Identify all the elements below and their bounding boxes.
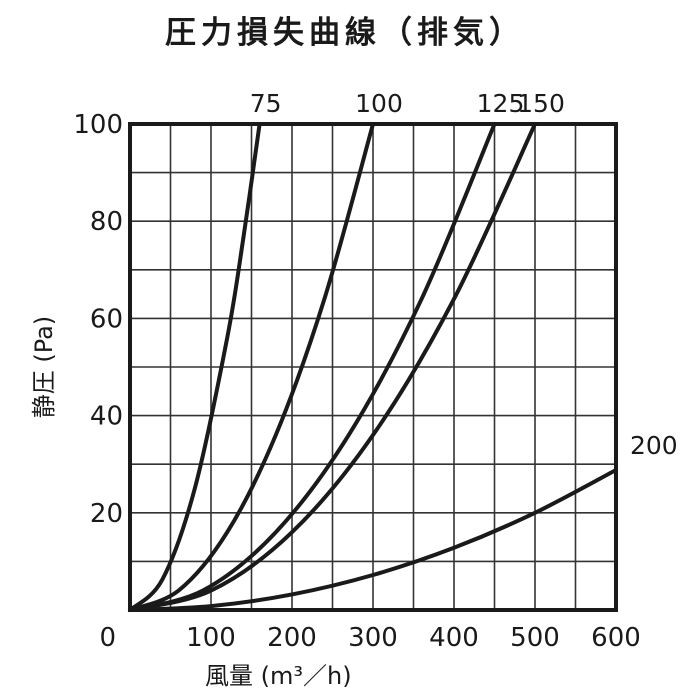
- x-tick-label: 0: [99, 623, 116, 653]
- x-tick-label: 400: [429, 623, 479, 653]
- grid-lines: [130, 124, 616, 610]
- y-tick-label: 40: [90, 402, 123, 432]
- y-tick-label: 20: [90, 499, 123, 529]
- x-tick-label: 600: [591, 623, 641, 653]
- series-line-100: [128, 122, 375, 612]
- series-lines: [128, 122, 618, 612]
- series-line-125: [128, 122, 497, 612]
- y-tick-label: 80: [90, 207, 123, 237]
- x-tick-label: 500: [510, 623, 560, 653]
- series-line-75: [128, 122, 262, 612]
- series-label-75: 75: [250, 89, 282, 118]
- x-axis-label: 風量 (m³／h): [205, 662, 352, 690]
- series-label-200: 200: [630, 431, 678, 460]
- x-tick-label: 100: [186, 623, 236, 653]
- chart-title: 圧力損失曲線（排気）: [165, 15, 525, 51]
- y-axis-label: 静圧 (Pa): [30, 316, 58, 418]
- x-tick-label: 300: [348, 623, 398, 653]
- tick-labels: 0 100 200 300 400 500 600 20 40 60 80 100: [73, 110, 640, 653]
- series-line-200: [128, 468, 618, 612]
- series-label-100: 100: [355, 89, 403, 118]
- y-tick-label: 100: [73, 110, 123, 140]
- series-line-150: [128, 122, 537, 612]
- y-tick-label: 60: [90, 304, 123, 334]
- series-label-150: 150: [517, 89, 565, 118]
- series-label-125: 125: [477, 89, 525, 118]
- x-tick-label: 200: [267, 623, 317, 653]
